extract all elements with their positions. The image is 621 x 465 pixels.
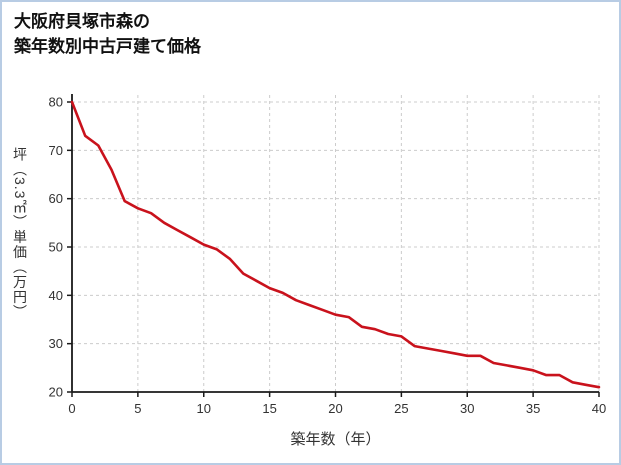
y-axis-label: 坪（3.3㎡）単価（万円） [12, 147, 28, 320]
svg-text:0: 0 [68, 401, 75, 416]
svg-text:60: 60 [49, 191, 63, 206]
svg-text:20: 20 [49, 385, 63, 400]
price-line-chart: 0 5 10 15 20 25 30 35 40 20 30 40 50 60 70 80 築年数（年） [49, 94, 606, 448]
x-axis-label: 築年数（年） [290, 430, 380, 448]
chart-title-line-1: 大阪府貝塚市森の [14, 12, 150, 31]
svg-text:80: 80 [49, 95, 63, 110]
svg-text:40: 40 [49, 288, 63, 303]
svg-text:10: 10 [197, 401, 211, 416]
svg-text:35: 35 [526, 401, 540, 416]
svg-text:50: 50 [49, 240, 63, 255]
svg-text:25: 25 [394, 401, 408, 416]
price-line [70, 100, 601, 389]
chart-title-line-2: 築年数別中古戸建て価格 [14, 36, 201, 56]
y-tick-labels: 20 30 40 50 60 70 80 [49, 95, 72, 400]
svg-text:5: 5 [134, 401, 141, 416]
chart-title: 大阪府貝塚市森の 築年数別中古戸建て価格 [14, 10, 201, 59]
svg-text:20: 20 [328, 401, 342, 416]
x-tick-labels: 0 5 10 15 20 25 30 35 40 [68, 392, 606, 416]
svg-text:40: 40 [592, 401, 606, 416]
svg-text:30: 30 [49, 336, 63, 351]
grid-lines [72, 94, 600, 392]
svg-text:30: 30 [460, 401, 474, 416]
svg-text:15: 15 [262, 401, 276, 416]
svg-text:70: 70 [49, 143, 63, 158]
